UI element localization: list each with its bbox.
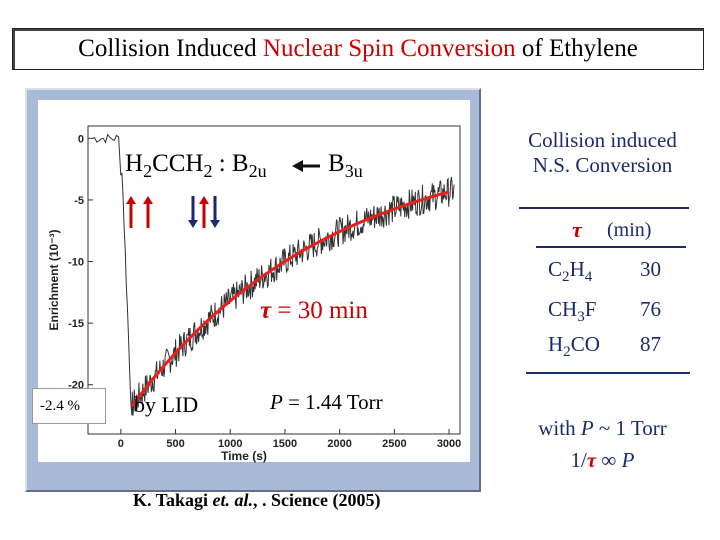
spin-down-arrowhead: [210, 220, 220, 228]
table-rule-header: [536, 246, 686, 248]
pressure-condition: with P ~ 1 Torr: [500, 416, 705, 441]
title-part-3: of Ethylene: [515, 35, 638, 62]
table-row: CH3F 76: [548, 297, 661, 326]
formula-part: H: [569, 257, 585, 281]
slide-title: Collision Induced Nuclear Spin Conversio…: [13, 35, 703, 63]
pressure-text: = 1.44 Torr: [282, 390, 383, 414]
b3u-sub: 3u: [344, 161, 363, 181]
side-panel: Collision induced N.S. Conversion τ (min…: [500, 120, 705, 480]
formula-sub: 2: [562, 269, 570, 286]
molecule-part: : B: [212, 150, 249, 177]
formula-sub: 4: [584, 269, 593, 286]
b2u-sub: 2u: [248, 161, 267, 181]
table-row: H2CO 87: [548, 332, 661, 361]
data-series-line: [92, 133, 455, 416]
tau-text: = 30 min: [271, 297, 368, 324]
foot-p: P: [580, 416, 594, 440]
formula-part: F: [584, 297, 597, 321]
tau-symbol: τ: [260, 297, 272, 324]
foot2-text: ∞: [596, 448, 622, 472]
formula-part: CH: [548, 297, 578, 321]
spin-up-arrowhead: [143, 196, 153, 204]
b3u-main: B: [328, 150, 345, 177]
molecule-label: H2CCH2 : B2u: [125, 150, 267, 182]
citation-etal: et. al.: [212, 490, 254, 510]
foot2-text: 1/: [570, 448, 587, 472]
citation-author: K. Takagi: [133, 490, 213, 510]
formula-part: CO: [570, 332, 600, 356]
formula-part: H: [548, 332, 564, 356]
y-tick-label: 0: [78, 133, 84, 145]
side-title: Collision induced N.S. Conversion: [500, 128, 705, 178]
unit-header: (min): [607, 219, 652, 241]
citation-journal: , . Science (2005): [253, 490, 381, 510]
formula-sub: 3: [577, 309, 585, 326]
title-highlight: Nuclear Spin Conversion: [262, 35, 516, 62]
title-box: Collision Induced Nuclear Spin Conversio…: [12, 28, 704, 70]
formula-sub: 2: [563, 344, 571, 361]
y-tick-label: -10: [68, 257, 84, 269]
y-tick-label: -5: [74, 195, 84, 207]
spin-up-arrowhead: [199, 196, 209, 204]
pressure-label: P = 1.44 Torr: [270, 390, 383, 415]
plot-border: [87, 125, 461, 435]
tau-header: τ: [572, 217, 582, 242]
x-tick-label: 1500: [273, 438, 297, 450]
x-axis-label: Time (s): [221, 449, 267, 463]
side-title-line1: Collision induced: [528, 128, 677, 152]
spin-up-arrowhead: [126, 196, 136, 204]
tau-value: 30: [640, 257, 661, 281]
conversion-arrow-head: [292, 160, 303, 172]
foot2-p: P: [621, 448, 635, 472]
by-lid-label: by LID: [134, 392, 199, 417]
y-axis-label: Enrichment (10⁻³): [47, 229, 61, 330]
tau-annotation: τ = 30 min: [260, 297, 368, 325]
tau-value: 87: [640, 332, 661, 356]
x-tick-label: 2000: [327, 438, 351, 450]
citation: K. Takagi et. al., . Science (2005): [133, 490, 381, 511]
x-tick-label: 500: [166, 438, 184, 450]
x-tick-label: 0: [118, 438, 124, 450]
foot-text: with: [538, 416, 581, 440]
percent-box: -2.4 %: [32, 388, 106, 424]
formula-part: C: [548, 257, 563, 281]
molecule-sub: 2: [143, 161, 153, 181]
pressure-symbol: P: [270, 390, 283, 414]
table-rule-top: [519, 207, 689, 209]
x-tick-label: 1000: [218, 438, 242, 450]
y-tick-label: -15: [68, 318, 84, 330]
tau-value: 76: [640, 297, 661, 321]
b3u-label: B3u: [328, 150, 363, 182]
side-title-line2: N.S. Conversion: [532, 153, 673, 177]
molecule-sub: 2: [203, 161, 213, 181]
percent-label: -2.4 %: [40, 398, 80, 414]
fit-curve-line: [130, 190, 450, 408]
molecule-part: H: [125, 150, 144, 177]
spin-down-arrowhead: [188, 220, 198, 228]
x-tick-label: 3000: [437, 438, 461, 450]
table-rule-bottom: [526, 372, 690, 374]
molecule-part: CCH: [152, 150, 204, 177]
foot2-tau: τ: [586, 448, 597, 472]
title-part-1: Collision Induced: [78, 35, 263, 62]
table-row: C2H4 30: [548, 257, 661, 286]
foot-text: ~ 1 Torr: [593, 416, 667, 440]
x-tick-label: 2500: [382, 438, 406, 450]
proportionality: 1/τ ∞ P: [500, 448, 705, 473]
